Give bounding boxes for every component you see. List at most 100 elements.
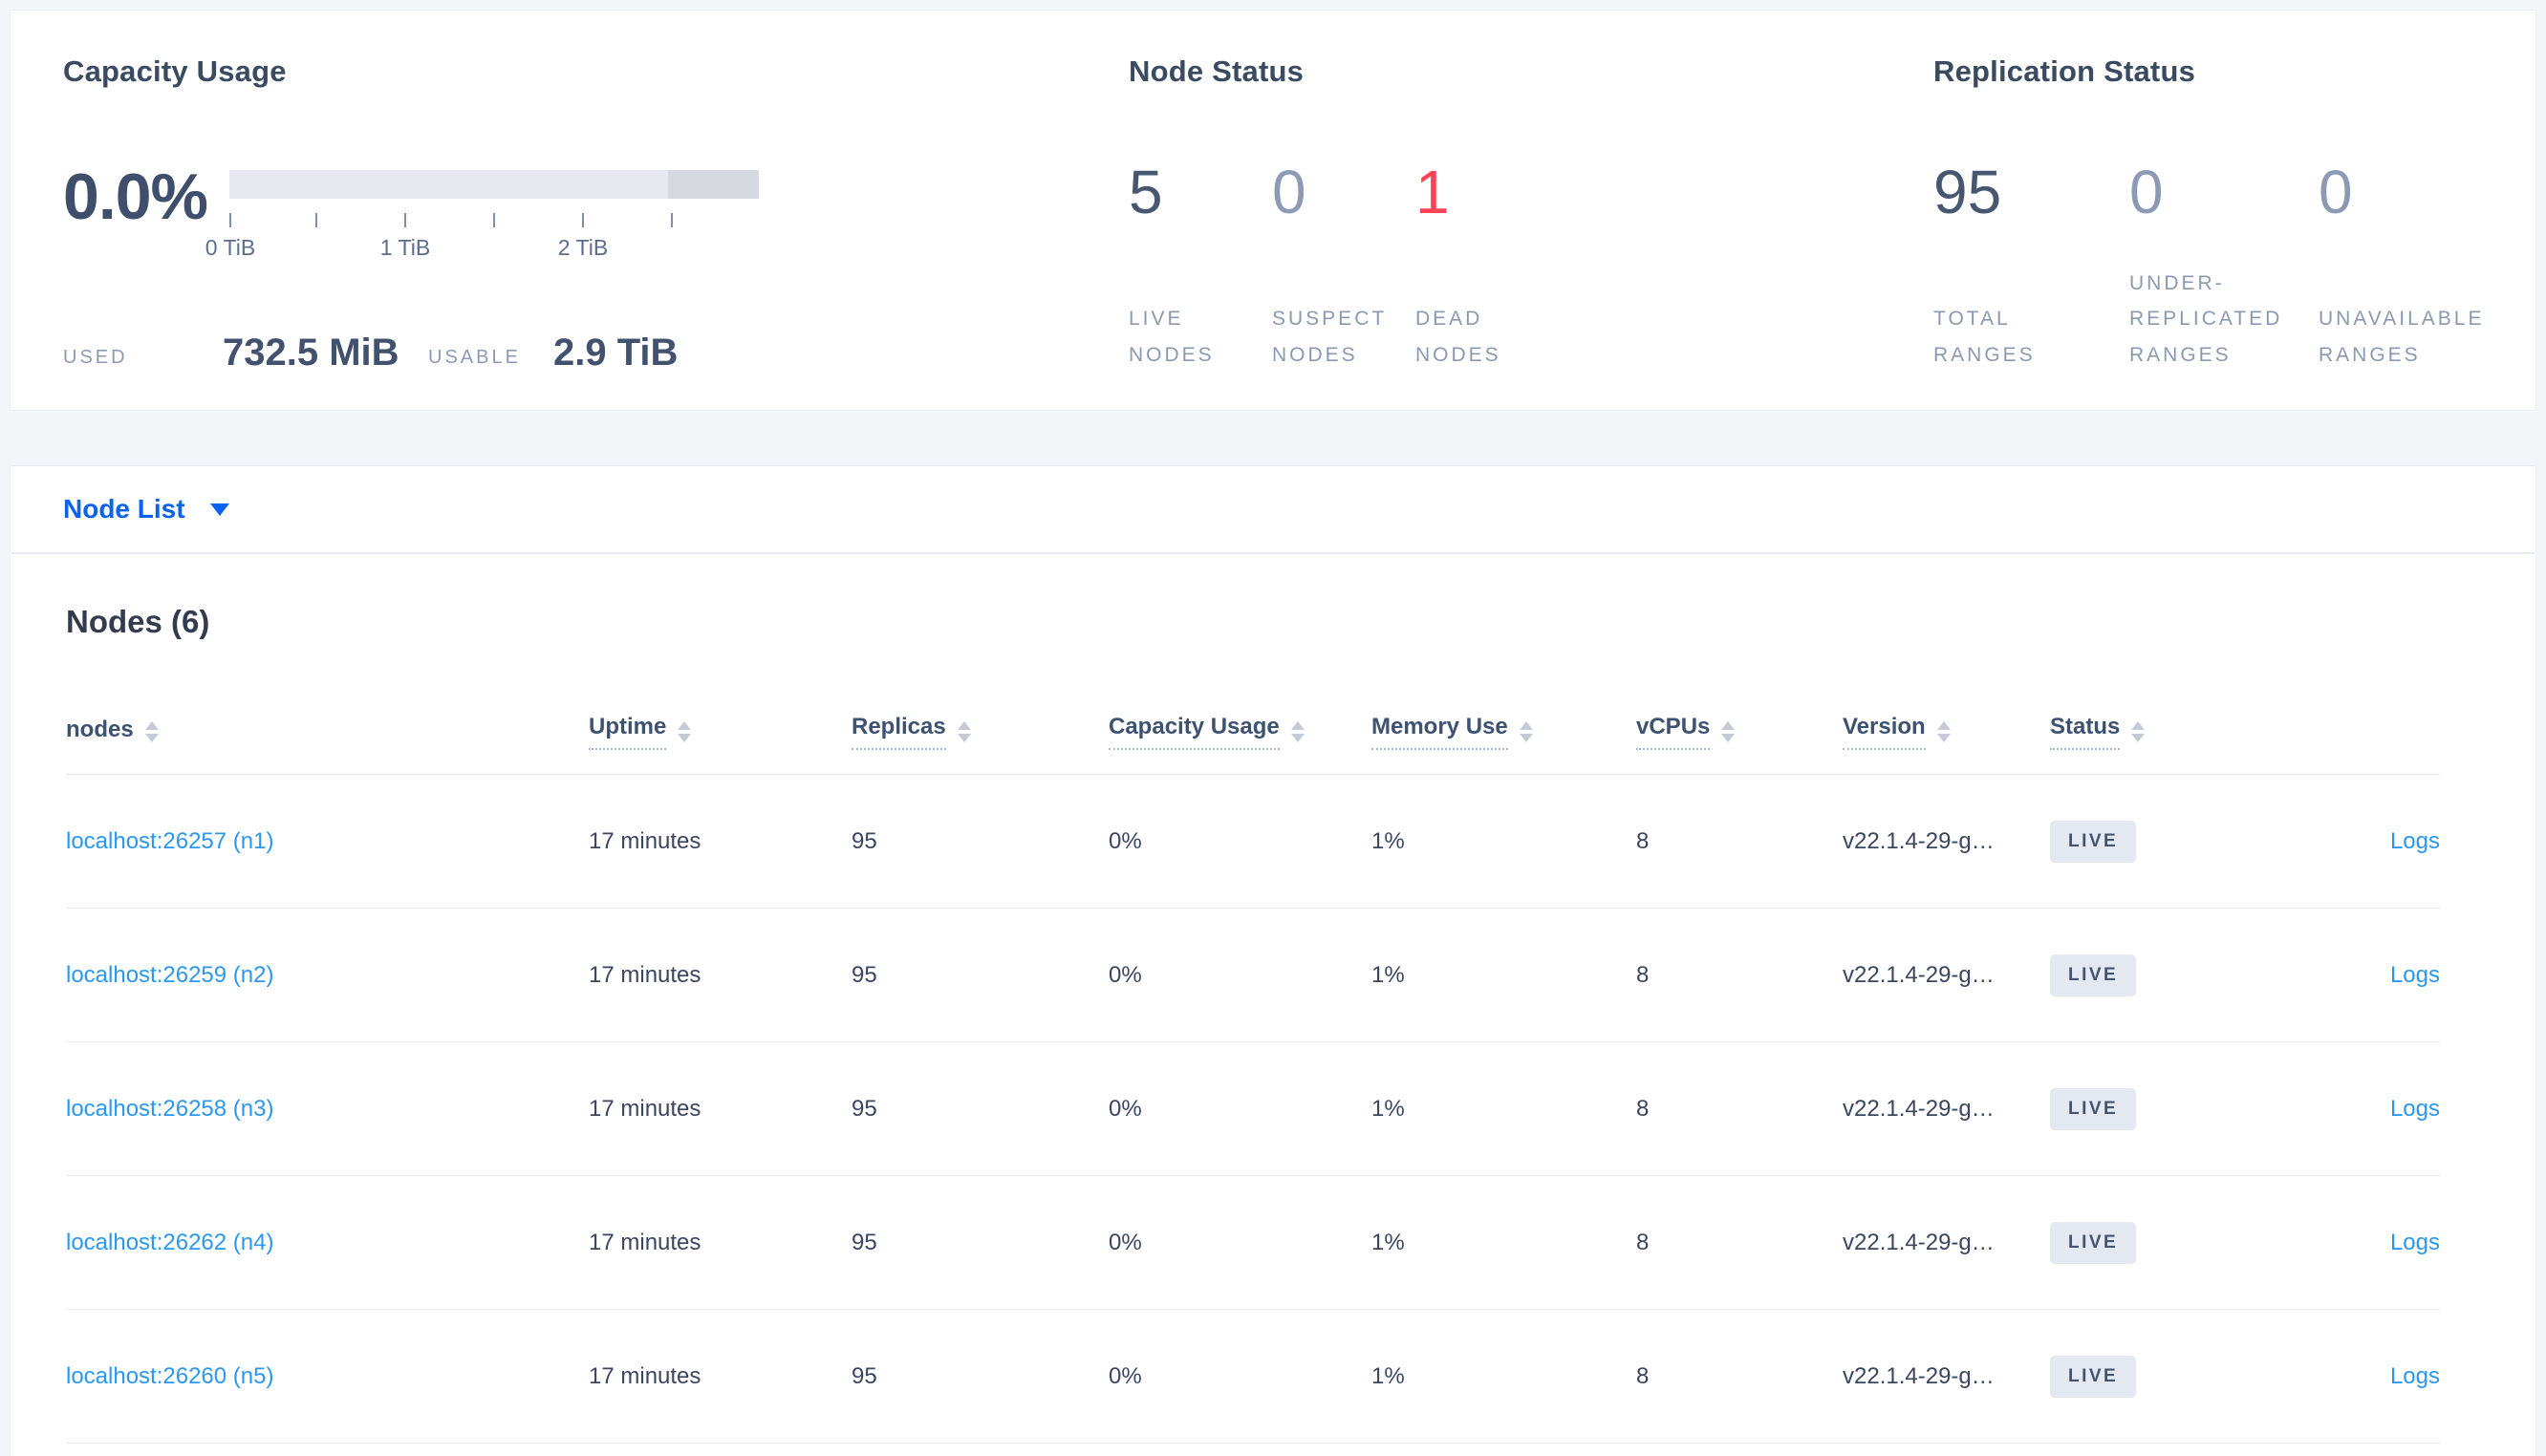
- sort-icon: [1721, 720, 1736, 742]
- nodes-table: nodes Uptime Replicas Capacity Usage Mem…: [66, 689, 2440, 1444]
- chevron-down-icon: [209, 503, 229, 516]
- uptime-cell: 17 minutes: [589, 1229, 701, 1255]
- total-ranges-label: TOTAL RANGES: [1933, 308, 2036, 367]
- node-link[interactable]: localhost:26257 (n1): [66, 827, 274, 854]
- sort-icon: [1290, 720, 1305, 742]
- used-label: USED: [63, 347, 128, 368]
- vcpus-cell: 8: [1636, 1229, 1650, 1255]
- status-badge: LIVE: [2050, 1221, 2137, 1264]
- unavailable-ranges-label: UNAVAILABLE RANGES: [2319, 308, 2485, 367]
- node-link[interactable]: localhost:26262 (n4): [66, 1229, 274, 1255]
- axis-tick: [229, 213, 231, 227]
- logs-link[interactable]: Logs: [2389, 1362, 2440, 1389]
- version-cell: v22.1.4-29-g…: [1843, 1362, 1995, 1389]
- replicas-cell: 95: [852, 827, 877, 854]
- capacity-usage-title: Capacity Usage: [63, 54, 287, 88]
- uptime-cell: 17 minutes: [589, 961, 701, 988]
- column-header-vcpus[interactable]: vCPUs: [1636, 714, 1843, 750]
- suspect-nodes-count: 0: [1272, 158, 1306, 226]
- cluster-summary-card: Capacity Usage 0.0% 0 TiB 1 TiB 2 TiB US…: [10, 10, 2536, 411]
- sort-icon: [2131, 720, 2146, 742]
- table-row: localhost:26259 (n2) 17 minutes 95 0% 1%…: [66, 909, 2440, 1042]
- node-link[interactable]: localhost:26260 (n5): [66, 1362, 274, 1389]
- status-badge: LIVE: [2050, 1087, 2137, 1130]
- table-row: localhost:26258 (n3) 17 minutes 95 0% 1%…: [66, 1042, 2440, 1176]
- capacity-bar-nonusable-segment: [668, 170, 759, 199]
- axis-label-1tib: 1 TiB: [379, 235, 431, 260]
- suspect-nodes-label: SUSPECT NODES: [1272, 308, 1387, 367]
- axis-tick: [671, 213, 673, 227]
- under-replicated-ranges-label: UNDER-REPLICATED RANGES: [2129, 271, 2283, 367]
- replication-status-title: Replication Status: [1933, 54, 2196, 88]
- column-header-uptime[interactable]: Uptime: [589, 714, 852, 750]
- logs-link[interactable]: Logs: [2389, 1229, 2440, 1255]
- status-badge: LIVE: [2050, 820, 2137, 863]
- capacity-bar-chart: 0 TiB 1 TiB 2 TiB: [205, 170, 759, 285]
- axis-label-2tib: 2 TiB: [557, 235, 609, 260]
- column-header-replicas[interactable]: Replicas: [852, 714, 1109, 750]
- under-replicated-ranges-count: 0: [2129, 158, 2164, 226]
- sort-icon: [144, 720, 159, 742]
- memory-use-cell: 1%: [1371, 1095, 1405, 1122]
- node-list-dropdown[interactable]: Node List: [63, 494, 229, 525]
- logs-link[interactable]: Logs: [2389, 1095, 2440, 1122]
- axis-label-0tib: 0 TiB: [205, 235, 256, 260]
- sort-icon: [1936, 720, 1951, 742]
- memory-use-cell: 1%: [1371, 961, 1405, 988]
- replicas-cell: 95: [852, 1229, 877, 1255]
- replicas-cell: 95: [852, 1362, 877, 1389]
- used-value: 732.5 MiB: [223, 332, 399, 374]
- capacity-usage-cell: 0%: [1109, 827, 1142, 854]
- axis-tick: [493, 213, 495, 227]
- version-cell: v22.1.4-29-g…: [1843, 961, 1995, 988]
- vcpus-cell: 8: [1636, 1362, 1650, 1389]
- capacity-usage-cell: 0%: [1109, 1095, 1142, 1122]
- column-header-capacity-usage[interactable]: Capacity Usage: [1109, 714, 1371, 750]
- nodes-panel: Nodes (6) nodes Uptime Replicas Capacity…: [10, 553, 2536, 1456]
- sort-icon: [1519, 720, 1533, 742]
- view-selector-bar: Node List: [10, 465, 2536, 553]
- dead-nodes-label: DEAD NODES: [1415, 308, 1501, 367]
- capacity-usage-section: Capacity Usage 0.0% 0 TiB 1 TiB 2 TiB US…: [63, 11, 1067, 410]
- table-row: localhost:26262 (n4) 17 minutes 95 0% 1%…: [66, 1176, 2440, 1310]
- logs-link[interactable]: Logs: [2389, 961, 2440, 988]
- total-ranges-count: 95: [1933, 158, 2002, 226]
- logs-link[interactable]: Logs: [2389, 827, 2440, 854]
- nodes-panel-title: Nodes (6): [66, 604, 210, 639]
- capacity-usage-cell: 0%: [1109, 961, 1142, 988]
- column-header-status[interactable]: Status: [2050, 714, 2256, 750]
- node-status-section: Node Status 5 LIVE NODES 0 SUSPECT NODES…: [1129, 11, 1855, 410]
- capacity-usage-cell: 0%: [1109, 1362, 1142, 1389]
- vcpus-cell: 8: [1636, 827, 1650, 854]
- node-list-dropdown-label: Node List: [63, 494, 185, 524]
- column-header-nodes[interactable]: nodes: [66, 717, 589, 747]
- uptime-cell: 17 minutes: [589, 1362, 701, 1389]
- unavailable-ranges-count: 0: [2319, 158, 2353, 226]
- memory-use-cell: 1%: [1371, 827, 1405, 854]
- node-link[interactable]: localhost:26259 (n2): [66, 961, 274, 988]
- capacity-usage-cell: 0%: [1109, 1229, 1142, 1255]
- sort-icon: [678, 720, 692, 742]
- memory-use-cell: 1%: [1371, 1229, 1405, 1255]
- version-cell: v22.1.4-29-g…: [1843, 1095, 1995, 1122]
- status-badge: LIVE: [2050, 953, 2137, 996]
- version-cell: v22.1.4-29-g…: [1843, 1229, 1995, 1255]
- dead-nodes-count: 1: [1415, 158, 1450, 226]
- uptime-cell: 17 minutes: [589, 1095, 701, 1122]
- live-nodes-label: LIVE NODES: [1129, 308, 1215, 367]
- node-status-title: Node Status: [1129, 54, 1305, 88]
- live-nodes-count: 5: [1129, 158, 1163, 226]
- node-link[interactable]: localhost:26258 (n3): [66, 1095, 274, 1122]
- usable-value: 2.9 TiB: [553, 332, 679, 374]
- nodes-table-header: nodes Uptime Replicas Capacity Usage Mem…: [66, 689, 2440, 775]
- table-row: localhost:26257 (n1) 17 minutes 95 0% 1%…: [66, 775, 2440, 909]
- column-header-memory-use[interactable]: Memory Use: [1371, 714, 1636, 750]
- status-badge: LIVE: [2050, 1355, 2137, 1398]
- sort-icon: [957, 720, 971, 742]
- uptime-cell: 17 minutes: [589, 827, 701, 854]
- version-cell: v22.1.4-29-g…: [1843, 827, 1995, 854]
- axis-tick: [315, 213, 317, 227]
- vcpus-cell: 8: [1636, 961, 1650, 988]
- vcpus-cell: 8: [1636, 1095, 1650, 1122]
- column-header-version[interactable]: Version: [1843, 714, 2050, 750]
